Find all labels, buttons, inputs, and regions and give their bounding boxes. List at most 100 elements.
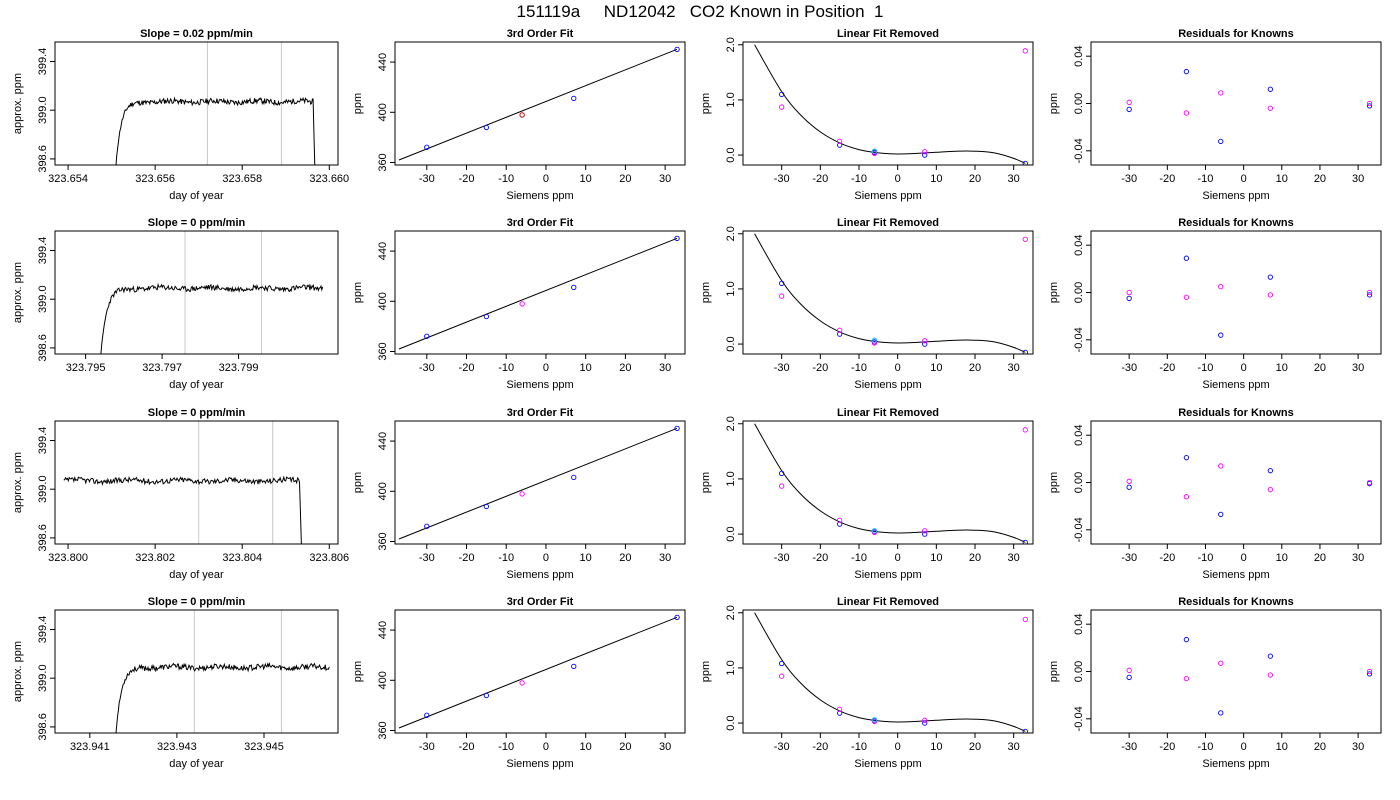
data-point bbox=[1022, 616, 1028, 623]
plot-area bbox=[398, 235, 680, 350]
data-point bbox=[571, 284, 577, 291]
x-tick-label: 0 bbox=[543, 552, 549, 564]
x-tick-label: -10 bbox=[1198, 552, 1214, 564]
y-axis-label: ppm bbox=[352, 93, 364, 114]
panel-title: Linear Fit Removed bbox=[837, 407, 939, 419]
data-trace bbox=[115, 96, 316, 165]
y-tick-label: 399.4 bbox=[37, 427, 49, 455]
data-point bbox=[922, 717, 928, 723]
x-tick-label: 10 bbox=[1276, 362, 1288, 374]
x-tick-label: -20 bbox=[1159, 741, 1175, 753]
x-tick-label: -10 bbox=[498, 362, 514, 374]
x-tick-label: -30 bbox=[419, 741, 435, 753]
panel-title: Slope = 0 ppm/min bbox=[148, 217, 246, 229]
x-axis-label: Siemens ppm bbox=[854, 758, 921, 770]
y-axis-label: approx. ppm bbox=[12, 641, 24, 702]
x-tick-label: -30 bbox=[1121, 552, 1137, 564]
x-tick-label: 0 bbox=[543, 173, 549, 185]
x-tick-label: 323.656 bbox=[135, 173, 175, 185]
data-point bbox=[424, 523, 430, 529]
data-point bbox=[837, 706, 843, 712]
data-point bbox=[1267, 292, 1273, 298]
x-tick-label: -20 bbox=[812, 173, 828, 185]
x-axis-label: Siemens ppm bbox=[854, 379, 921, 391]
plot-area bbox=[115, 42, 316, 165]
data-point bbox=[922, 720, 928, 726]
x-tick-label: 0 bbox=[1241, 552, 1247, 564]
y-tick-label: 360 bbox=[377, 532, 389, 550]
data-point bbox=[571, 663, 577, 670]
plot-frame bbox=[54, 41, 339, 166]
y-axis-label: ppm bbox=[700, 282, 712, 303]
y-tick-label: 400 bbox=[377, 482, 389, 500]
y-tick-label: 0.0 bbox=[725, 715, 737, 730]
y-tick-label: 1.0 bbox=[725, 92, 737, 107]
x-tick-label: 20 bbox=[1314, 552, 1326, 564]
panel-time-series-row-3: Slope = 0 ppm/min 323.941 323.943 323.945 39… bbox=[12, 596, 339, 770]
y-tick-label: 440 bbox=[377, 53, 389, 71]
data-point bbox=[837, 710, 843, 716]
y-tick-label: 2.0 bbox=[725, 605, 737, 620]
x-tick-label: -20 bbox=[459, 741, 475, 753]
x-tick-label: -20 bbox=[459, 173, 475, 185]
x-tick-label: 323.943 bbox=[157, 741, 197, 753]
x-tick-label: 323.660 bbox=[309, 173, 349, 185]
x-tick-label: -10 bbox=[1198, 741, 1214, 753]
fit-curve bbox=[754, 612, 1026, 732]
x-tick-label: 0 bbox=[895, 552, 901, 564]
data-point bbox=[837, 138, 843, 144]
panel-linear-removed-row-0: Linear Fit Removed -30 -20 -10 0 10 20 30 0.0 1.0… bbox=[700, 28, 1034, 202]
x-tick-label: 10 bbox=[930, 362, 942, 374]
page-title: 151119a ND12042 CO2 Known in Position 1 bbox=[516, 2, 884, 21]
y-tick-label: 0.0 bbox=[725, 147, 737, 162]
x-tick-label: 30 bbox=[1008, 552, 1020, 564]
x-tick-label: 30 bbox=[659, 552, 671, 564]
plot-area bbox=[1126, 636, 1373, 716]
x-tick-label: -30 bbox=[1121, 362, 1137, 374]
data-point bbox=[571, 474, 577, 481]
fit-line bbox=[398, 48, 678, 161]
data-point bbox=[871, 148, 878, 154]
data-trace bbox=[115, 661, 330, 733]
panel-fit-row-0: 3rd Order Fit -30 -20 -10 0 10 20 30 360 400 440 Si… bbox=[352, 28, 686, 202]
x-tick-label: 10 bbox=[1276, 741, 1288, 753]
y-tick-label: 398.6 bbox=[37, 334, 49, 362]
data-trace bbox=[63, 475, 302, 544]
x-tick-label: 0 bbox=[1241, 362, 1247, 374]
panel-time-series-row-0: Slope = 0.02 ppm/min 323.654 323.656 323.65… bbox=[12, 28, 349, 202]
x-tick-label: 323.945 bbox=[244, 741, 284, 753]
fit-line bbox=[398, 237, 678, 350]
data-point bbox=[779, 280, 785, 287]
plot-frame bbox=[394, 420, 686, 545]
panel-title: 3rd Order Fit bbox=[507, 596, 574, 608]
y-axis-label: approx. ppm bbox=[12, 262, 24, 323]
data-point bbox=[519, 680, 525, 686]
data-point bbox=[424, 333, 430, 339]
plot-frame bbox=[742, 41, 1034, 166]
x-tick-label: -30 bbox=[774, 552, 790, 564]
panel-title: 3rd Order Fit bbox=[507, 407, 574, 419]
data-point bbox=[837, 517, 843, 523]
y-axis-label: ppm bbox=[1048, 282, 1060, 303]
x-tick-label: 20 bbox=[619, 552, 631, 564]
x-axis-label: Siemens ppm bbox=[506, 190, 573, 202]
x-tick-label: -30 bbox=[419, 552, 435, 564]
data-point bbox=[1366, 671, 1373, 677]
data-point bbox=[922, 152, 928, 158]
plot-area bbox=[1126, 255, 1373, 338]
x-tick-label: 20 bbox=[969, 552, 981, 564]
data-point bbox=[837, 142, 843, 148]
x-tick-label: 30 bbox=[659, 362, 671, 374]
data-point bbox=[1022, 160, 1028, 165]
y-tick-label: -0.04 bbox=[1073, 706, 1085, 731]
data-point bbox=[779, 293, 785, 299]
x-tick-label: 20 bbox=[1314, 741, 1326, 753]
x-tick-label: 10 bbox=[580, 362, 592, 374]
x-tick-label: 0 bbox=[895, 362, 901, 374]
data-point bbox=[483, 313, 490, 320]
data-point bbox=[1022, 48, 1028, 54]
data-point bbox=[1183, 294, 1190, 300]
panel-linear-removed-row-1: Linear Fit Removed -30 -20 -10 0 10 20 30 0.0 1.0… bbox=[700, 217, 1034, 391]
y-tick-label: 0.00 bbox=[1073, 93, 1085, 114]
x-tick-label: 0 bbox=[1241, 173, 1247, 185]
